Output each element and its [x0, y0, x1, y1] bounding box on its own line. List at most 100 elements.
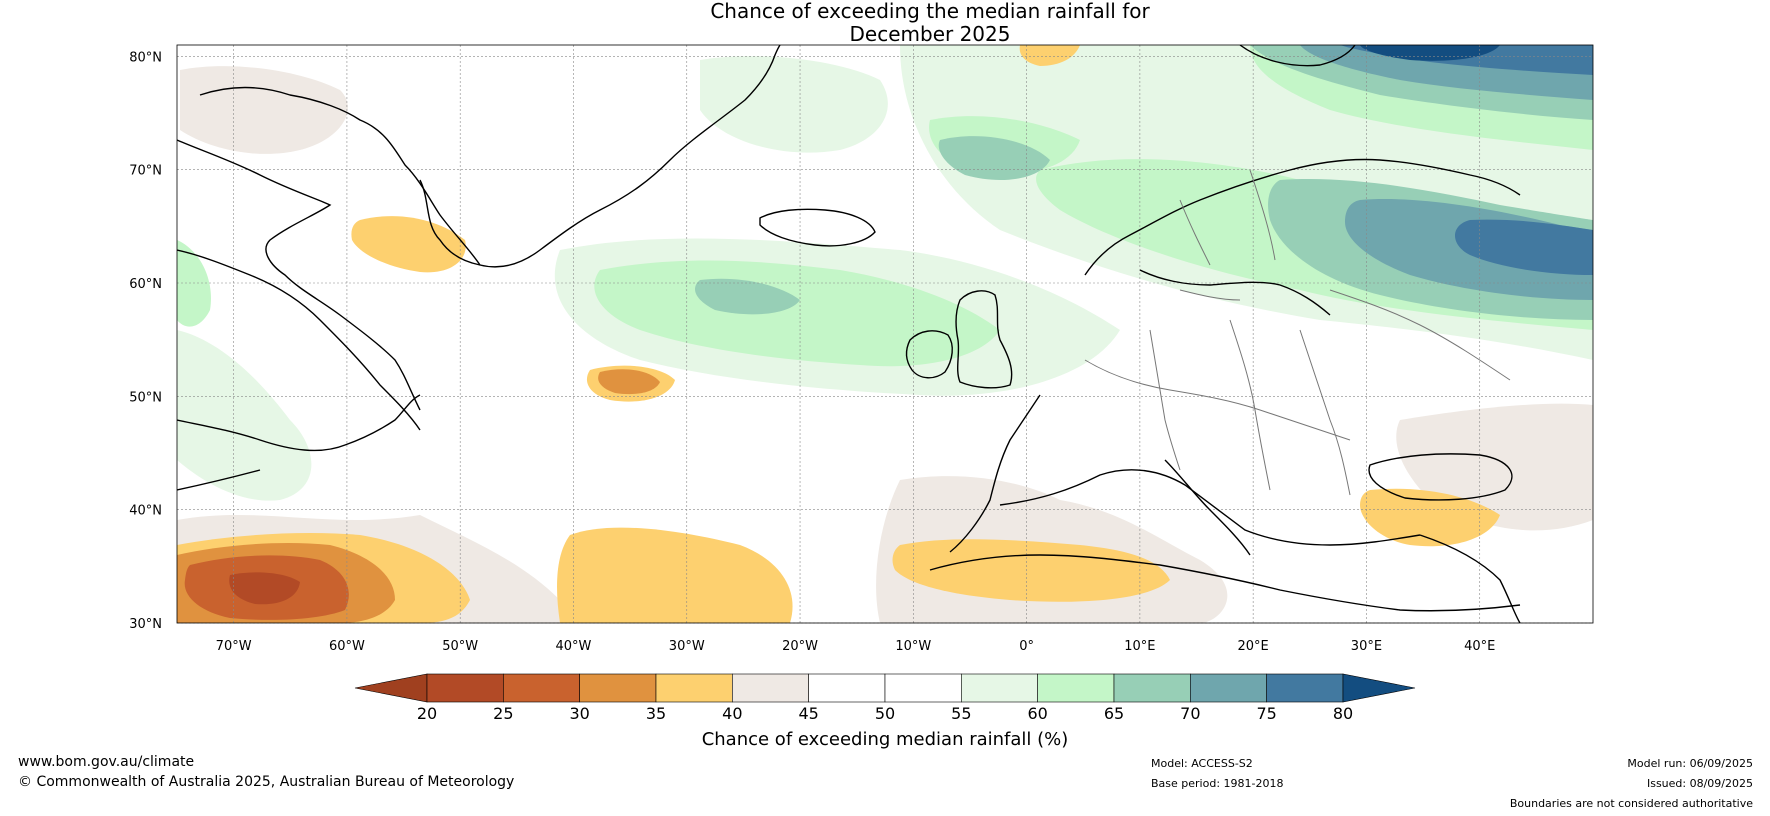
shade-35-40-area [557, 527, 793, 623]
europe-atlantic-coast [949, 394, 1041, 553]
longitude-label: 40°E [1464, 639, 1495, 654]
colorbar-over-arrow [1342, 673, 1416, 703]
colorbar-tick-label: 40 [722, 704, 742, 723]
model-run-text: Model run: 06/09/2025 [1627, 757, 1753, 770]
shade-20-25-area [229, 572, 300, 605]
map-title: Chance of exceeding the median rainfall … [0, 0, 1770, 46]
italy-coast [1164, 459, 1251, 556]
colorbar-tick-label: 60 [1027, 704, 1047, 723]
colorbar-tick-label: 35 [646, 704, 666, 723]
border-line [1329, 289, 1511, 381]
map-panel: 80°N 70°N 60°N 50°N 40°N 30°N 70°W 60°W 50°W 40°… [129, 44, 1594, 654]
border-line [1149, 329, 1181, 471]
longitude-label: 30°E [1351, 639, 1382, 654]
colorbar-tick-label: 45 [798, 704, 818, 723]
website-link[interactable]: www.bom.gov.au/climate [18, 754, 195, 770]
colorbar-tick-label: 25 [493, 704, 513, 723]
shade-65-70-area [695, 278, 800, 315]
north-america-lower-coast [177, 469, 261, 491]
border-line [1084, 359, 1351, 441]
colorbar-tick-label: 20 [417, 704, 437, 723]
colorbar-tick-label: 30 [569, 704, 589, 723]
shade-45-patch [180, 66, 348, 154]
longitude-label: 20°W [782, 639, 818, 654]
shade-35-40-area [892, 539, 1170, 602]
east-med-coast [1419, 534, 1521, 623]
disclaimer-text: Boundaries are not considered authoritat… [1509, 797, 1753, 810]
copyright-text: © Commonwealth of Australia 2025, Austra… [18, 774, 515, 790]
colorbar-under-arrow [354, 673, 428, 703]
colorbar-tick-labels: 20 25 30 35 40 45 50 55 60 65 70 75 80 [417, 704, 1353, 723]
latitude-label: 30°N [129, 617, 162, 632]
map-frame [176, 44, 1594, 624]
shade-30-35-area [598, 369, 660, 395]
baffin-coast [177, 139, 421, 411]
colorbar-tick-label: 70 [1180, 704, 1200, 723]
shade-55-60-band [700, 56, 888, 153]
colorbar: 20 25 30 35 40 45 50 55 60 65 70 75 80 Chance of exc… [354, 673, 1416, 750]
north-america-east-coast [177, 394, 421, 452]
greenland-coast [199, 45, 781, 268]
border-line [1179, 289, 1241, 301]
colorbar-segment [1037, 673, 1115, 703]
ireland-coast [905, 330, 953, 379]
colorbar-segment [732, 673, 809, 703]
latitude-label: 50°N [129, 390, 162, 405]
border-line [1179, 199, 1211, 266]
base-period-text: Base period: 1981-2018 [1151, 777, 1284, 790]
country-borders [1084, 169, 1511, 496]
baltic-coast [1139, 269, 1331, 316]
longitude-label: 50°W [442, 639, 478, 654]
title-line-1: Chance of exceeding the median rainfall … [710, 0, 1150, 23]
colorbar-tick-label: 55 [951, 704, 971, 723]
latitude-label: 40°N [129, 504, 162, 519]
issued-text: Issued: 08/09/2025 [1646, 777, 1753, 790]
latitude-labels: 80°N 70°N 60°N 50°N 40°N 30°N [129, 50, 162, 632]
shade-above-80-area [1360, 45, 1500, 61]
iceland-coast [759, 208, 876, 247]
labrador-coast [177, 249, 421, 431]
colorbar-segments [354, 673, 1416, 703]
shade-35-40-area [1360, 488, 1500, 547]
shade-55-60-band [177, 330, 312, 501]
longitude-label: 10°E [1124, 639, 1155, 654]
longitude-label: 70°W [216, 639, 252, 654]
colorbar-segment [503, 673, 580, 703]
colorbar-segment [1190, 673, 1267, 703]
latitude-label: 70°N [129, 164, 162, 179]
rainfall-shading [177, 45, 1593, 623]
shade-65-70-area [938, 136, 1050, 180]
border-line [1229, 319, 1271, 491]
shade-35-40-area [1019, 45, 1080, 66]
colorbar-segment [579, 673, 657, 703]
longitude-label: 30°W [669, 639, 705, 654]
greenland-west-coast [419, 179, 481, 266]
scandinavia-coast [1084, 158, 1521, 276]
title-line-2: December 2025 [849, 22, 1011, 46]
longitude-label: 10°W [895, 639, 931, 654]
border-line [1249, 169, 1276, 261]
colorbar-segment [884, 673, 962, 703]
mediterranean-north-coast [999, 469, 1421, 546]
colorbar-tick-label: 50 [875, 704, 895, 723]
colorbar-tick-label: 80 [1333, 704, 1353, 723]
colorbar-title: Chance of exceeding median rainfall (%) [702, 729, 1069, 750]
latitude-label: 80°N [129, 50, 162, 65]
longitude-labels: 70°W 60°W 50°W 40°W 30°W 20°W 10°W 0° 10°E 20°E 30… [216, 639, 1496, 654]
colorbar-segment [961, 673, 1038, 703]
colorbar-segment [426, 673, 504, 703]
colorbar-segment [1113, 673, 1191, 703]
coastlines [177, 45, 1521, 623]
shade-75-80-area [1455, 219, 1593, 275]
colorbar-segment [808, 673, 886, 703]
africa-north-coast [929, 554, 1521, 612]
longitude-label: 0° [1019, 639, 1034, 654]
svalbard-coast [1239, 45, 1356, 67]
longitude-label: 60°W [329, 639, 365, 654]
colorbar-segment [1266, 673, 1344, 703]
colorbar-segment [655, 673, 733, 703]
britain-coast [955, 290, 1013, 389]
colorbar-tick-label: 65 [1104, 704, 1124, 723]
model-text: Model: ACCESS-S2 [1151, 757, 1253, 770]
